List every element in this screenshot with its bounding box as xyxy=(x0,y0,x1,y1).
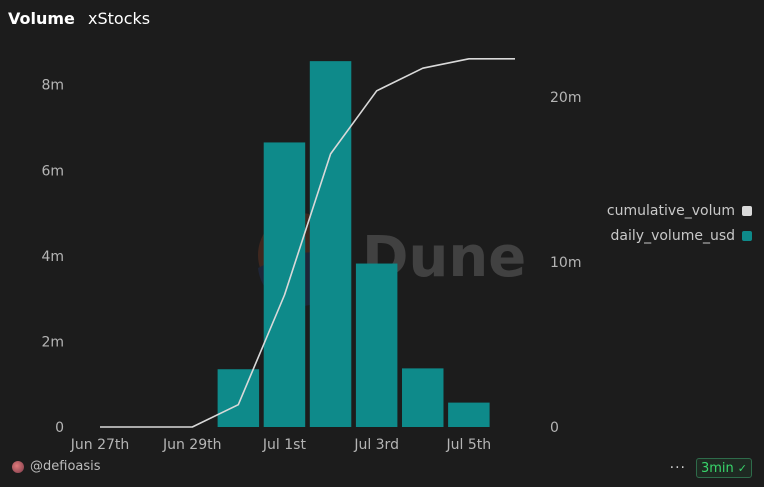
bar-series xyxy=(217,61,490,428)
y-left-tick-label: 8m xyxy=(41,78,64,94)
y-right-tick-label: 20m xyxy=(550,90,581,106)
legend-swatch-daily xyxy=(742,230,752,241)
x-axis: Jun 27th Jun 29th Jul 1st Jul 3rd Jul 5th xyxy=(70,437,491,453)
author-link[interactable]: @defioasis xyxy=(12,459,101,474)
bar xyxy=(309,61,352,428)
legend-label-daily: daily_volume_usd xyxy=(610,227,735,244)
legend-item-cumulative[interactable]: cumulative_volum xyxy=(607,198,752,223)
y-right-tick-label: 0 xyxy=(550,420,559,436)
left-axis: 0 2m 4m 6m 8m xyxy=(41,78,64,436)
chart-title: Volume xyxy=(8,9,75,28)
bar xyxy=(263,142,306,427)
y-left-tick-label: 0 xyxy=(55,420,64,436)
avatar xyxy=(12,460,24,473)
bar xyxy=(402,368,444,427)
x-tick-label: Jul 1st xyxy=(262,437,307,453)
y-left-tick-label: 2m xyxy=(41,334,64,350)
y-left-tick-label: 4m xyxy=(41,249,64,265)
cumulative-line xyxy=(100,57,515,428)
right-axis: 0 10m 20m xyxy=(550,90,581,436)
legend: cumulative_volum daily_volume_usd xyxy=(607,198,752,248)
legend-item-daily[interactable]: daily_volume_usd xyxy=(607,223,752,248)
chart-header: Volume xStocks xyxy=(8,9,150,29)
author-name: @defioasis xyxy=(30,459,101,474)
chart-subtitle: xStocks xyxy=(88,9,151,28)
line-series xyxy=(100,57,515,428)
legend-swatch-cumulative xyxy=(742,205,752,216)
y-left-tick-label: 6m xyxy=(41,163,64,179)
refresh-badge[interactable]: 3min ✓ xyxy=(695,458,752,478)
x-tick-label: Jun 29th xyxy=(162,437,222,453)
y-right-tick-label: 10m xyxy=(550,255,581,271)
bar xyxy=(217,369,260,427)
bar xyxy=(448,402,490,427)
more-options-icon[interactable]: ··· xyxy=(669,460,686,476)
x-tick-label: Jun 27th xyxy=(70,437,130,453)
check-circle-icon: ✓ xyxy=(737,461,747,475)
refresh-time: 3min xyxy=(700,460,734,476)
legend-label-cumulative: cumulative_volum xyxy=(606,202,735,219)
footer-controls: ··· 3min ✓ xyxy=(670,458,752,478)
bar xyxy=(355,263,398,427)
x-tick-label: Jul 3rd xyxy=(353,437,399,453)
x-tick-label: Jul 5th xyxy=(446,437,492,453)
